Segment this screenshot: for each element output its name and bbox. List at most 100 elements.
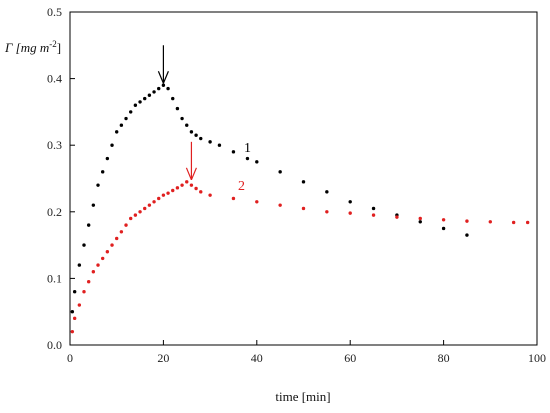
series-1-point-20 xyxy=(161,83,166,87)
arrow-1 xyxy=(157,45,169,84)
series-1-point-23 xyxy=(175,106,180,111)
series-1-point-6 xyxy=(96,183,100,187)
series-1-point-21 xyxy=(166,86,170,91)
series-1-point-9 xyxy=(110,143,114,147)
series-1-point-7 xyxy=(100,170,105,174)
series-label-2: 2 xyxy=(238,179,245,194)
series-1-point-10 xyxy=(115,130,119,134)
series-1-point-14 xyxy=(133,103,138,107)
series-1-point-42 xyxy=(465,233,469,237)
series-2-point-21 xyxy=(166,191,170,195)
series-1-point-8 xyxy=(105,156,110,161)
series-2-point-3 xyxy=(82,290,86,294)
series-2-point-9 xyxy=(110,243,114,247)
y-axis-title-sup: -2 xyxy=(49,39,57,49)
x-tick-label-2: 40 xyxy=(251,351,263,365)
series-1-point-1 xyxy=(72,290,77,294)
y-axis-title: Γ [mg m-2] xyxy=(4,39,61,55)
series-2-point-12 xyxy=(124,223,128,227)
x-tick-label-4: 80 xyxy=(438,351,450,365)
x-axis-title: time [min] xyxy=(275,389,330,404)
series-1-point-37 xyxy=(348,200,352,204)
series-2-point-15 xyxy=(138,210,142,214)
series-1-point-11 xyxy=(119,123,124,127)
series-2-point-16 xyxy=(143,206,147,211)
x-axis: 0 20 40 60 80 100 xyxy=(67,340,546,365)
series-2-point-2 xyxy=(77,303,82,307)
series-2-point-37 xyxy=(395,215,399,219)
series-1-point-24 xyxy=(180,116,184,121)
series-1-point-31 xyxy=(231,150,236,154)
series-2-point-4 xyxy=(86,280,91,284)
series-1-point-5 xyxy=(91,203,96,207)
series-2-point-14 xyxy=(133,213,138,217)
series-1-point-17 xyxy=(147,93,152,97)
series-2-point-40 xyxy=(465,219,469,223)
series-2-point-31 xyxy=(255,200,259,204)
series-1 xyxy=(70,83,469,314)
series-2-point-26 xyxy=(189,183,194,187)
x-tick-label-1: 20 xyxy=(157,351,169,365)
series-1-point-29 xyxy=(208,140,212,144)
series-2-point-38 xyxy=(418,216,422,221)
series-1-point-3 xyxy=(82,243,86,247)
series-2-point-5 xyxy=(91,270,96,274)
series-2 xyxy=(70,180,530,334)
series-2-point-23 xyxy=(175,186,180,190)
series-2-point-22 xyxy=(171,188,175,193)
series-2-point-30 xyxy=(231,196,236,201)
y-tick-label-5: 0.5 xyxy=(47,5,62,19)
y-tick-label-2: 0.2 xyxy=(47,205,62,219)
series-1-point-36 xyxy=(325,190,329,194)
y-tick-label-4: 0.4 xyxy=(47,72,62,86)
series-1-point-30 xyxy=(217,143,222,147)
y-tick-label-1: 0.1 xyxy=(47,271,62,285)
arrows-group xyxy=(157,45,197,181)
series-1-point-25 xyxy=(185,123,189,127)
series-2-point-7 xyxy=(100,256,105,261)
series-1-point-34 xyxy=(278,170,282,174)
series-2-point-17 xyxy=(147,203,152,207)
series-1-point-40 xyxy=(418,220,422,224)
y-axis-title-close: ] xyxy=(57,40,61,55)
series-2-point-32 xyxy=(278,203,282,207)
plot-frame xyxy=(69,11,538,346)
series-2-point-20 xyxy=(161,193,166,197)
series-2-point-10 xyxy=(115,236,119,241)
series-1-point-28 xyxy=(199,136,203,141)
y-axis: 0.0 0.1 0.2 0.3 0.4 0.5 xyxy=(47,5,75,352)
series-2-point-39 xyxy=(441,218,446,222)
series-2-point-6 xyxy=(96,263,100,267)
arrow-2 xyxy=(185,141,197,181)
x-tick-label-3: 60 xyxy=(344,351,356,365)
series-2-point-42 xyxy=(511,220,516,225)
series-1-point-13 xyxy=(129,110,133,114)
series-2-point-19 xyxy=(157,196,161,201)
series-1-point-12 xyxy=(124,116,128,121)
y-tick-label-0: 0.0 xyxy=(47,338,62,352)
series-1-point-22 xyxy=(171,96,175,101)
series-label-1: 1 xyxy=(244,141,251,156)
series-1-point-18 xyxy=(152,90,156,94)
series-1-point-41 xyxy=(441,226,446,231)
series-1-point-32 xyxy=(245,156,250,161)
series-2-point-24 xyxy=(180,183,184,187)
series-2-point-28 xyxy=(199,190,203,194)
series-1-point-35 xyxy=(301,180,306,184)
series-1-point-33 xyxy=(255,160,259,164)
series-1-point-0 xyxy=(70,310,75,314)
series-1-point-27 xyxy=(194,133,198,137)
series-2-point-8 xyxy=(105,250,110,254)
series-1-point-2 xyxy=(77,263,82,267)
x-tick-label-5: 100 xyxy=(528,351,546,365)
series-2-point-33 xyxy=(301,206,306,211)
series-2-point-29 xyxy=(208,193,212,197)
series-2-point-35 xyxy=(348,211,352,215)
series-2-point-13 xyxy=(129,216,133,221)
series-group xyxy=(70,83,530,334)
series-1-point-15 xyxy=(138,100,142,104)
series-1-point-26 xyxy=(189,130,194,134)
series-2-point-18 xyxy=(152,200,156,204)
series-2-point-34 xyxy=(325,210,329,214)
